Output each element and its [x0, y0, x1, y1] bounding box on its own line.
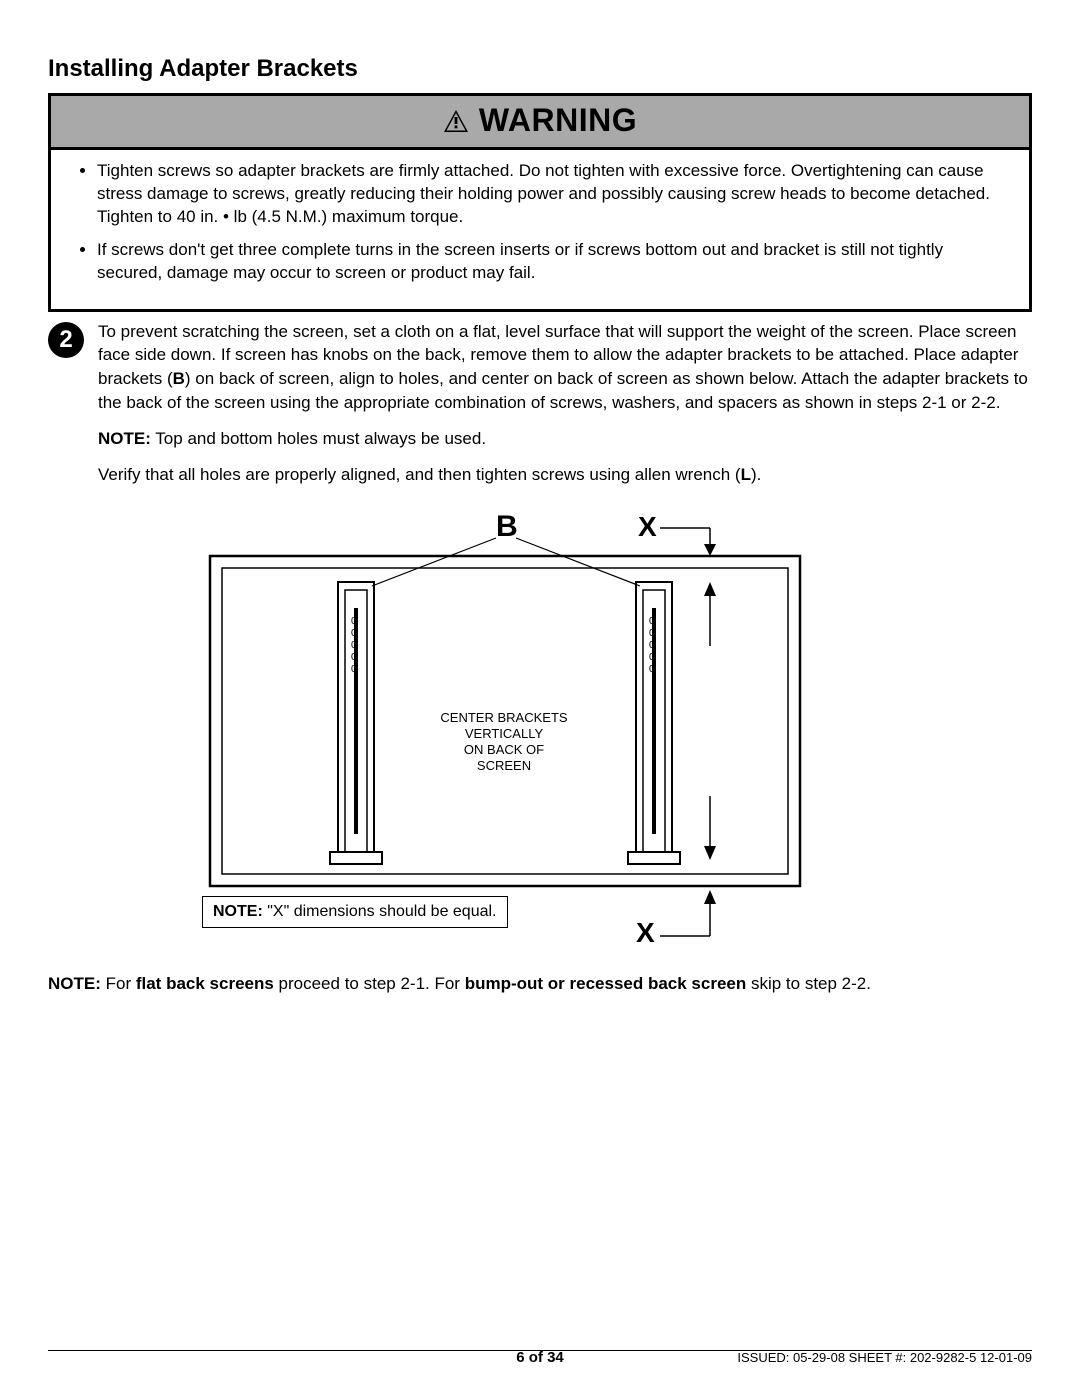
- step-para-1: To prevent scratching the screen, set a …: [98, 320, 1032, 415]
- diagram-note-box: NOTE: "X" dimensions should be equal.: [202, 896, 508, 928]
- page-footer: 6 of 34 ISSUED: 05-29-08 SHEET #: 202-92…: [48, 1350, 1032, 1357]
- diagram: 0 0 0 0 0 0 0 0 0 0 B: [180, 506, 900, 946]
- svg-text:0: 0: [649, 616, 655, 627]
- svg-text:0: 0: [351, 616, 357, 627]
- warning-panel: WARNING Tighten screws so adapter bracke…: [48, 93, 1032, 312]
- svg-text:0: 0: [649, 652, 655, 663]
- warning-header: WARNING: [51, 96, 1029, 150]
- svg-text:0: 0: [351, 628, 357, 639]
- svg-text:SCREEN: SCREEN: [477, 758, 531, 773]
- bottom-note: NOTE: For flat back screens proceed to s…: [48, 974, 1032, 994]
- svg-text:0: 0: [351, 652, 357, 663]
- svg-text:0: 0: [649, 640, 655, 651]
- warning-bullet: If screws don't get three complete turns…: [97, 239, 1005, 285]
- svg-text:0: 0: [351, 664, 357, 675]
- step-note: NOTE: Top and bottom holes must always b…: [98, 427, 1032, 451]
- warning-icon: [443, 109, 469, 133]
- svg-text:0: 0: [649, 628, 655, 639]
- footer-page-number: 6 of 34: [516, 1349, 564, 1366]
- svg-text:0: 0: [649, 664, 655, 675]
- step-number-badge: 2: [48, 322, 84, 358]
- step-verify: Verify that all holes are properly align…: [98, 463, 1032, 487]
- diagram-label-x-bottom: X: [636, 917, 655, 946]
- svg-text:0: 0: [351, 640, 357, 651]
- diagram-label-x-top: X: [638, 511, 657, 542]
- section-title: Installing Adapter Brackets: [48, 55, 1032, 83]
- diagram-label-b: B: [496, 510, 518, 543]
- svg-text:ON BACK OF: ON BACK OF: [464, 742, 544, 757]
- step-text: To prevent scratching the screen, set a …: [98, 320, 1032, 499]
- svg-text:VERTICALLY: VERTICALLY: [465, 726, 544, 741]
- warning-bullet: Tighten screws so adapter brackets are f…: [97, 160, 1005, 229]
- warning-body: Tighten screws so adapter brackets are f…: [51, 150, 1029, 309]
- diagram-center-text: CENTER BRACKETS: [440, 710, 567, 725]
- footer-meta: ISSUED: 05-29-08 SHEET #: 202-9282-5 12-…: [737, 1350, 1032, 1365]
- warning-label: WARNING: [479, 102, 637, 139]
